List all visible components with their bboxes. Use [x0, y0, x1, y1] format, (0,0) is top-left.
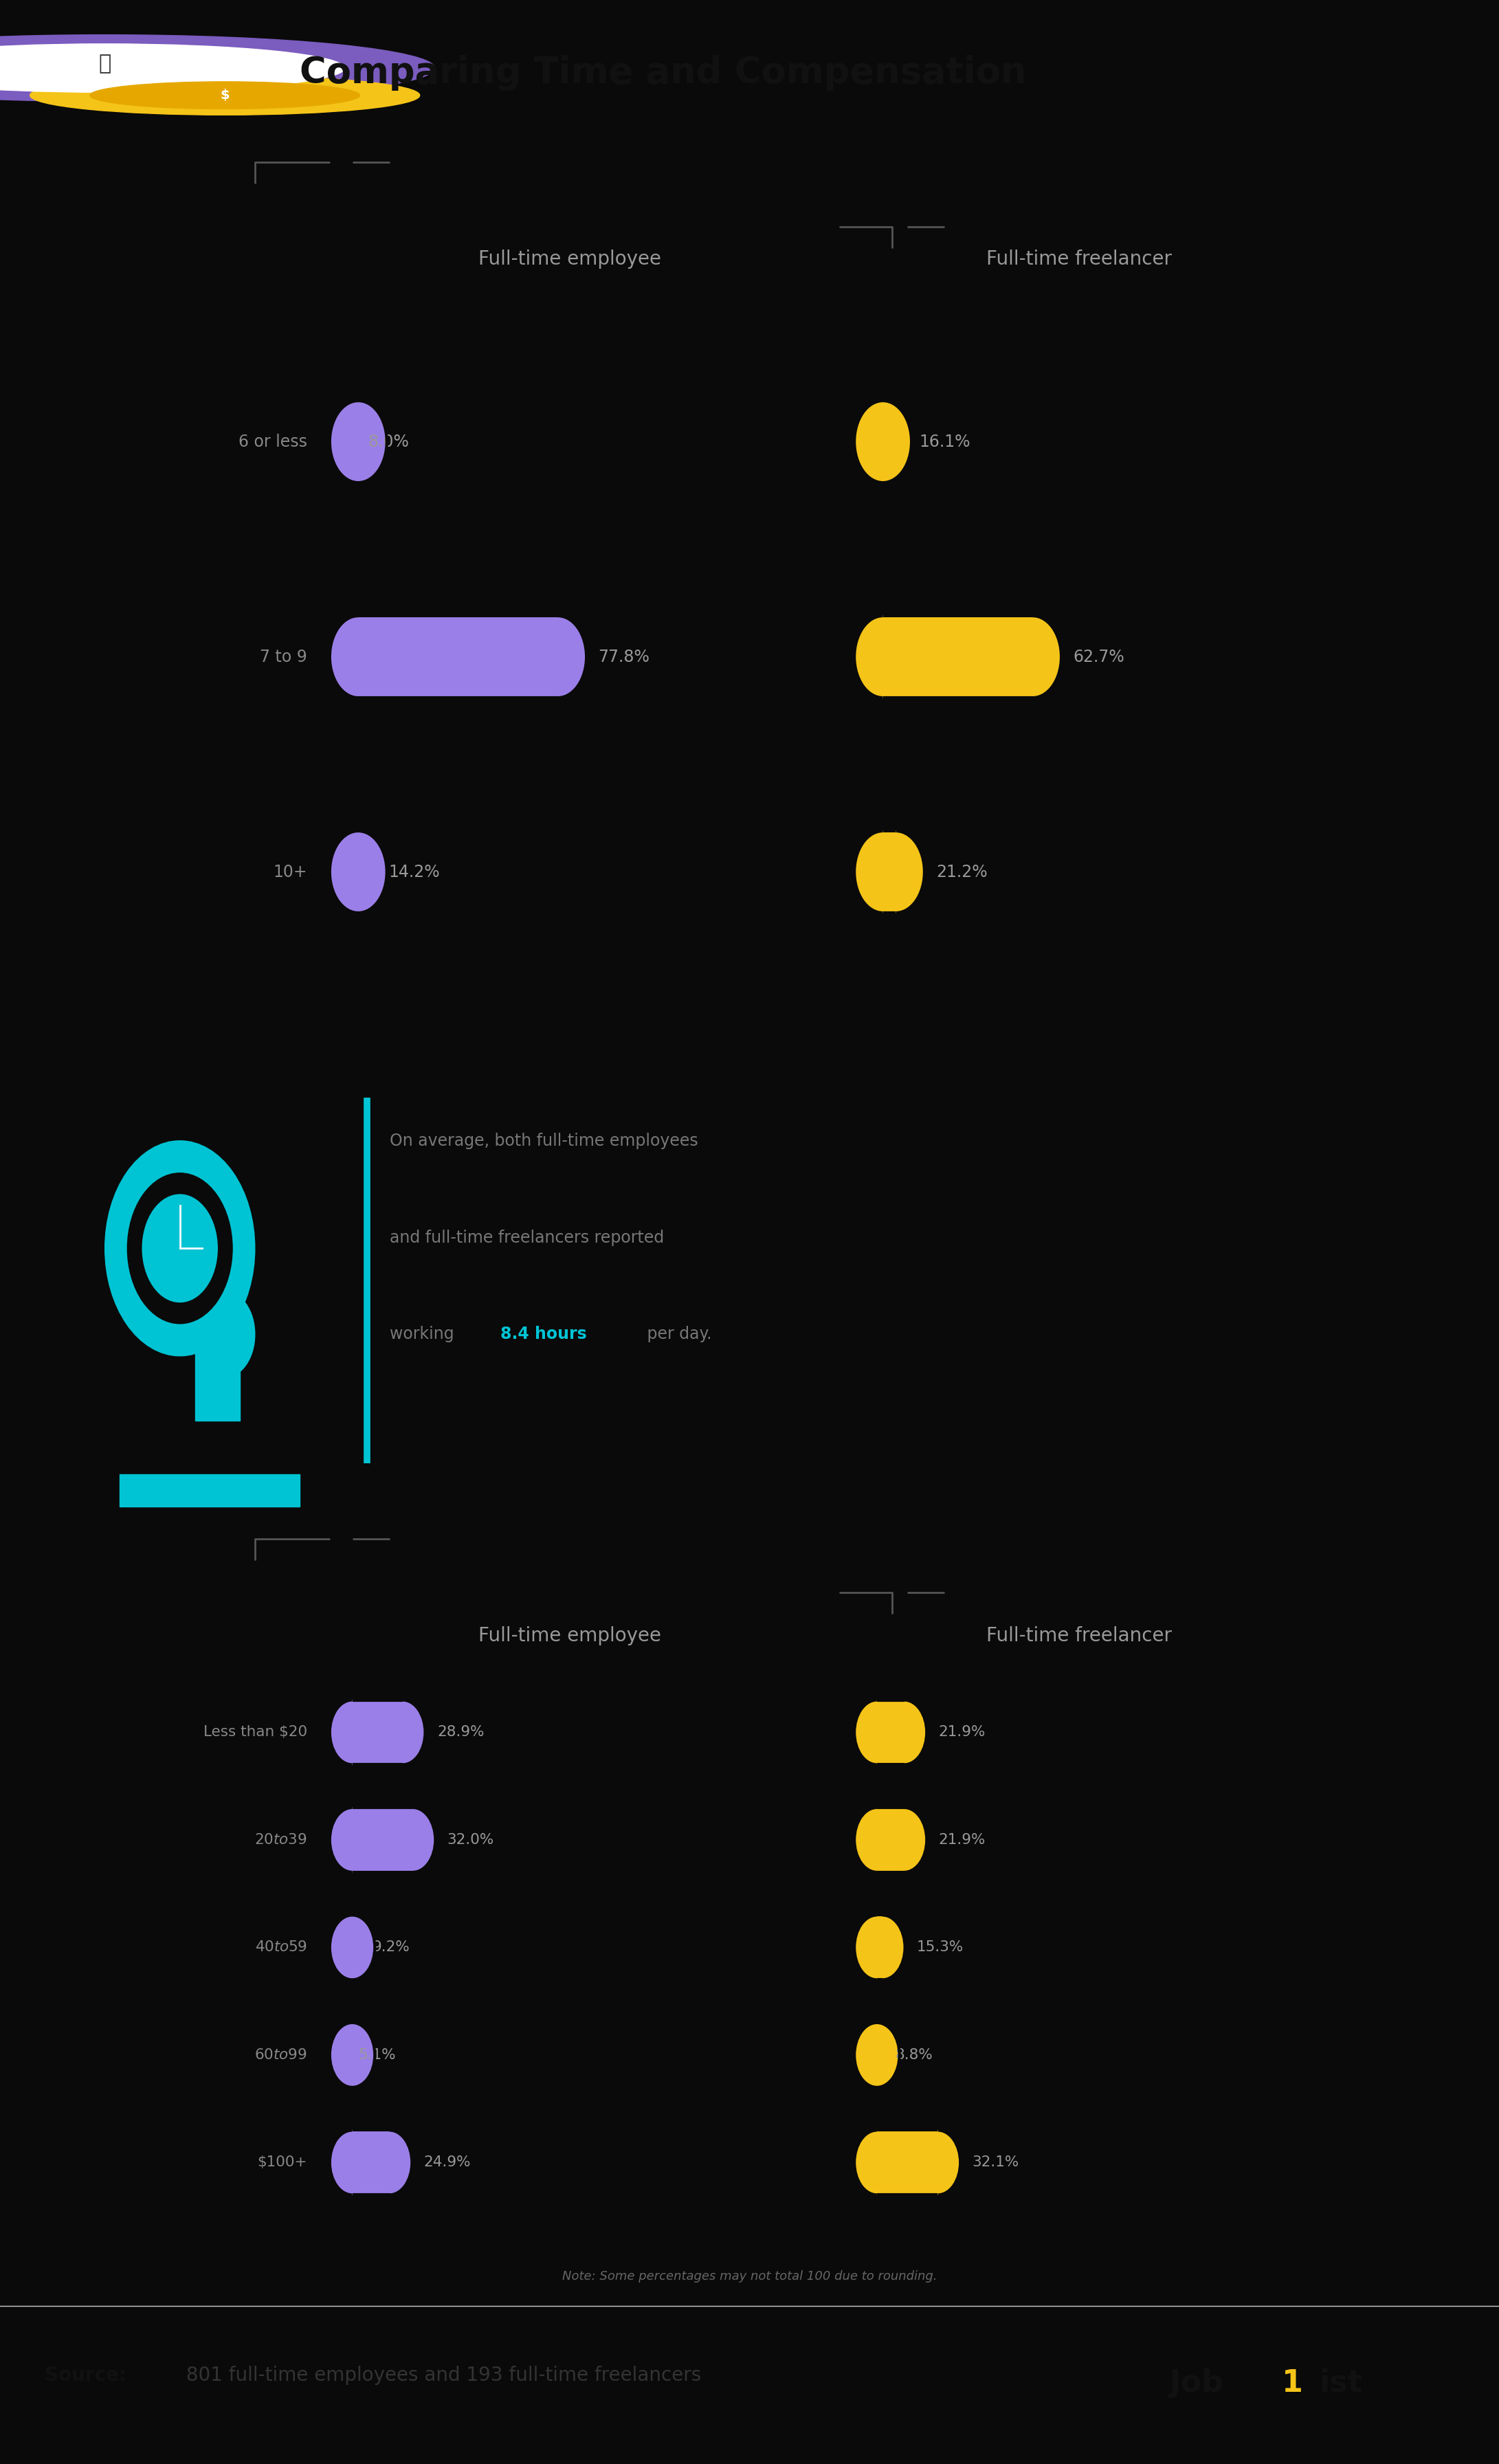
Circle shape — [381, 1700, 426, 1764]
Text: Full-time freelancer: Full-time freelancer — [986, 249, 1172, 269]
Text: Job: Job — [1169, 2368, 1223, 2397]
Circle shape — [854, 1700, 899, 1764]
Circle shape — [868, 830, 925, 912]
Bar — [877, 1915, 883, 1979]
Text: Full-time employee: Full-time employee — [478, 1626, 661, 1646]
Circle shape — [330, 1700, 375, 1764]
Text: 🕐: 🕐 — [99, 54, 111, 74]
Text: Less than $20: Less than $20 — [204, 1725, 307, 1740]
Bar — [358, 616, 558, 697]
Circle shape — [330, 830, 387, 912]
Circle shape — [330, 2023, 375, 2087]
Text: 14.2%: 14.2% — [388, 865, 439, 880]
Text: $100+: $100+ — [258, 2156, 307, 2168]
Text: $40 to $59: $40 to $59 — [255, 1942, 307, 1954]
Circle shape — [854, 830, 911, 912]
Text: 6 or less: 6 or less — [238, 434, 307, 451]
Text: 28.9%: 28.9% — [438, 1725, 484, 1740]
Circle shape — [105, 1141, 255, 1355]
Circle shape — [916, 2131, 961, 2195]
Text: On average, both full-time employees: On average, both full-time employees — [390, 1133, 699, 1148]
Circle shape — [330, 2131, 375, 2195]
Text: 10+: 10+ — [273, 865, 307, 880]
Circle shape — [529, 616, 586, 697]
Circle shape — [854, 1809, 899, 1873]
Text: Source:: Source: — [45, 2365, 127, 2385]
Text: $20 to $39: $20 to $39 — [255, 1833, 307, 1846]
Text: 21.9%: 21.9% — [938, 1833, 986, 1846]
Circle shape — [367, 2131, 412, 2195]
Bar — [877, 1809, 904, 1873]
Text: 5.1%: 5.1% — [358, 2048, 396, 2062]
Circle shape — [330, 402, 387, 483]
Circle shape — [854, 2131, 899, 2195]
Text: per day.: per day. — [642, 1326, 712, 1343]
Bar — [352, 1809, 412, 1873]
Text: Comparing Time and Compensation: Comparing Time and Compensation — [300, 54, 1027, 91]
Text: 77.8%: 77.8% — [598, 648, 649, 665]
Circle shape — [854, 616, 911, 697]
Text: $: $ — [220, 89, 229, 101]
Circle shape — [854, 402, 911, 483]
Text: 32.1%: 32.1% — [973, 2156, 1019, 2168]
Text: Full-time freelancer: Full-time freelancer — [986, 1626, 1172, 1646]
Circle shape — [330, 1809, 375, 1873]
Text: 21.2%: 21.2% — [937, 865, 988, 880]
Bar — [352, 1700, 403, 1764]
Text: 62.7%: 62.7% — [1073, 648, 1124, 665]
Text: 1: 1 — [1282, 2368, 1303, 2397]
Text: 801 full-time employees and 193 full-time freelancers: 801 full-time employees and 193 full-tim… — [180, 2365, 702, 2385]
Bar — [352, 2131, 390, 2195]
Text: 7 to 9: 7 to 9 — [259, 648, 307, 665]
Bar — [883, 830, 896, 912]
Bar — [120, 1473, 300, 1506]
Circle shape — [1004, 616, 1061, 697]
Bar — [877, 1700, 904, 1764]
Text: 16.1%: 16.1% — [919, 434, 971, 451]
Text: working: working — [390, 1326, 459, 1343]
Text: and full-time freelancers reported: and full-time freelancers reported — [390, 1230, 664, 1247]
Circle shape — [30, 76, 420, 116]
Bar — [883, 616, 1033, 697]
Bar — [877, 2131, 938, 2195]
Text: 24.9%: 24.9% — [424, 2156, 471, 2168]
Circle shape — [127, 1173, 232, 1323]
Circle shape — [90, 81, 360, 108]
Text: 15.3%: 15.3% — [917, 1942, 964, 1954]
Circle shape — [195, 1291, 255, 1377]
Text: 32.0%: 32.0% — [447, 1833, 495, 1846]
Circle shape — [854, 1915, 899, 1979]
Text: 8.8%: 8.8% — [895, 2048, 932, 2062]
Circle shape — [881, 1700, 926, 1764]
Circle shape — [0, 44, 345, 91]
Text: 21.9%: 21.9% — [938, 1725, 986, 1740]
Text: ist: ist — [1319, 2368, 1363, 2397]
Circle shape — [330, 616, 387, 697]
Circle shape — [881, 1809, 926, 1873]
Text: $60 to $99: $60 to $99 — [255, 2048, 307, 2062]
Bar — [195, 1335, 240, 1419]
Circle shape — [854, 2023, 899, 2087]
Circle shape — [142, 1195, 217, 1301]
Text: 8.4 hours: 8.4 hours — [501, 1326, 586, 1343]
Circle shape — [0, 34, 435, 101]
Text: Note: Some percentages may not total 100 due to rounding.: Note: Some percentages may not total 100… — [562, 2269, 937, 2282]
Text: 8.0%: 8.0% — [369, 434, 409, 451]
Circle shape — [860, 1915, 905, 1979]
Circle shape — [330, 1915, 375, 1979]
Text: 9.2%: 9.2% — [372, 1942, 409, 1954]
Circle shape — [390, 1809, 435, 1873]
Text: Full-time employee: Full-time employee — [478, 249, 661, 269]
